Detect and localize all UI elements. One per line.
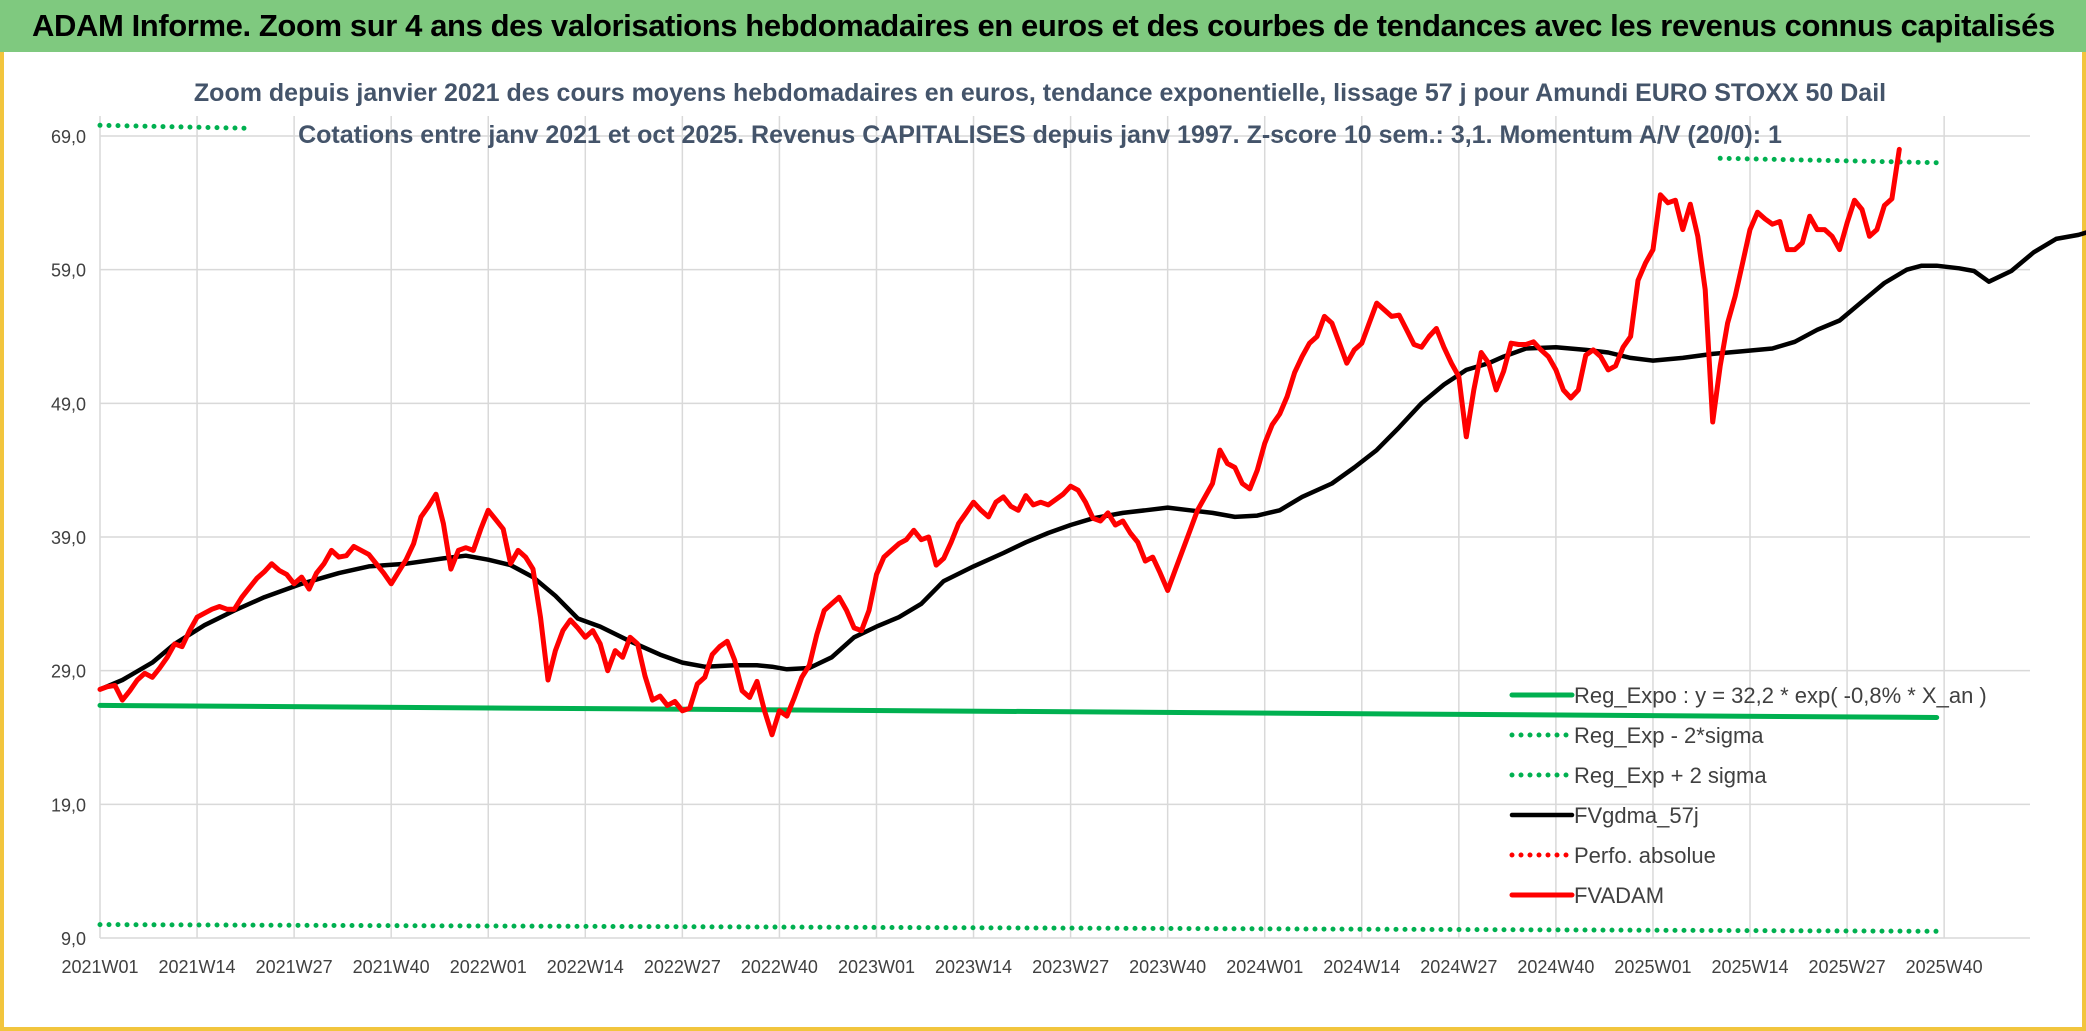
- y-axis-ticks: 69,0 59,0 49,0 39,0 29,0 19,0 9,0: [51, 127, 86, 949]
- x-tick-label: 2021W40: [353, 957, 430, 977]
- series-5: [97, 146, 1902, 738]
- legend-item: Reg_Exp + 2 sigma: [1509, 763, 1767, 788]
- series-lines: [97, 122, 2086, 934]
- series-3: [97, 230, 2086, 692]
- y-tick-label: 59,0: [51, 261, 86, 281]
- chart-title-line2: Cotations entre janv 2021 et oct 2025. R…: [298, 121, 1782, 149]
- x-tick-label: 2022W40: [741, 957, 818, 977]
- series-line: [97, 702, 1940, 720]
- x-tick-label: 2023W40: [1129, 957, 1206, 977]
- x-tick-label: 2021W27: [256, 957, 333, 977]
- chart-title-line1: Zoom depuis janvier 2021 des cours moyen…: [194, 79, 1886, 107]
- x-tick-label: 2023W01: [838, 957, 915, 977]
- y-tick-label: 19,0: [51, 795, 86, 815]
- x-tick-label: 2023W14: [935, 957, 1012, 977]
- x-tick-label: 2022W27: [644, 957, 721, 977]
- y-tick-label: 29,0: [51, 662, 86, 682]
- series-line: [1717, 155, 1940, 166]
- report-banner-title: ADAM Informe. Zoom sur 4 ans des valoris…: [0, 0, 2086, 52]
- x-tick-label: 2025W01: [1614, 957, 1691, 977]
- legend: Reg_Expo : y = 32,2 * exp( -0,8% * X_an …: [1509, 683, 1987, 908]
- x-tick-label: 2022W01: [450, 957, 527, 977]
- series-line: [97, 146, 1902, 738]
- x-tick-label: 2022W14: [547, 957, 624, 977]
- legend-item: FVgdma_57j: [1509, 803, 1699, 828]
- legend-item: Perfo. absolue: [1509, 843, 1716, 868]
- series-2: [97, 122, 1940, 166]
- y-tick-label: 9,0: [61, 929, 86, 949]
- x-axis-ticks: 2021W01 2021W14 2021W27 2021W40 2022W01 2022W…: [61, 957, 1982, 977]
- legend-item: Reg_Expo : y = 32,2 * exp( -0,8% * X_an …: [1509, 683, 1987, 708]
- legend-label: Perfo. absolue: [1574, 843, 1716, 868]
- legend-label: FVADAM: [1574, 883, 1664, 908]
- x-tick-label: 2024W27: [1420, 957, 1497, 977]
- series-line: [97, 230, 2086, 692]
- x-tick-label: 2024W40: [1517, 957, 1594, 977]
- legend-label: Reg_Exp + 2 sigma: [1574, 763, 1767, 788]
- x-tick-label: 2023W27: [1032, 957, 1109, 977]
- legend-label: FVgdma_57j: [1574, 803, 1699, 828]
- legend-label: Reg_Expo : y = 32,2 * exp( -0,8% * X_an …: [1574, 683, 1987, 708]
- x-tick-label: 2021W01: [61, 957, 138, 977]
- legend-label: Reg_Exp - 2*sigma: [1574, 723, 1764, 748]
- series-1: [97, 922, 1940, 934]
- gridlines: [99, 116, 2030, 939]
- series-line: [97, 122, 252, 131]
- y-tick-label: 69,0: [51, 127, 86, 147]
- x-tick-label: 2025W40: [1906, 957, 1983, 977]
- x-tick-label: 2025W14: [1711, 957, 1788, 977]
- x-tick-label: 2021W14: [159, 957, 236, 977]
- legend-item: Reg_Exp - 2*sigma: [1509, 723, 1764, 748]
- legend-item: FVADAM: [1509, 883, 1664, 908]
- y-tick-label: 39,0: [51, 528, 86, 548]
- x-tick-label: 2024W01: [1226, 957, 1303, 977]
- chart-area: Zoom depuis janvier 2021 des cours moyen…: [51, 79, 2086, 977]
- y-tick-label: 49,0: [51, 394, 86, 414]
- series-line: [97, 922, 1940, 934]
- x-tick-label: 2025W27: [1809, 957, 1886, 977]
- x-tick-label: 2024W14: [1323, 957, 1400, 977]
- series-0: [97, 702, 1940, 720]
